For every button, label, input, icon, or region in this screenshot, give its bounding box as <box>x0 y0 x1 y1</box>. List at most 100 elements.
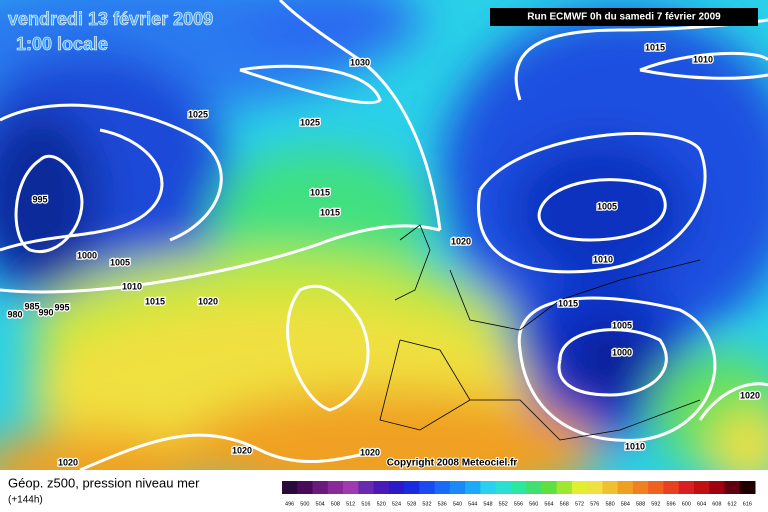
isobar-label: 1010 <box>122 281 142 291</box>
legend-swatch <box>373 481 390 494</box>
title: vendredi 13 février 2009 <box>8 9 213 29</box>
run-info: Run ECMWF 0h du samedi 7 février 2009 <box>527 12 721 23</box>
isobar-label: 1020 <box>198 296 218 306</box>
isobar-label: 1005 <box>597 201 617 211</box>
legend-swatch <box>465 481 481 494</box>
isobar-label: 1020 <box>451 236 471 246</box>
isobar-label: 1000 <box>612 347 632 357</box>
legend-swatch <box>510 481 527 494</box>
legend-label: 616 <box>743 501 752 507</box>
legend-swatch <box>571 481 588 494</box>
legend-label: 612 <box>728 501 737 507</box>
legend-label: 496 <box>285 501 294 507</box>
copyright: Copyright 2008 Meteociel.fr <box>387 458 518 469</box>
isobar-label: 1015 <box>145 296 165 306</box>
isobar-label: 1005 <box>110 257 130 267</box>
legend-label: 608 <box>712 501 721 507</box>
isobar-label: 1010 <box>625 441 645 451</box>
legend-swatch <box>724 481 741 494</box>
isobar-label: 1020 <box>58 457 78 467</box>
subtitle: 1:00 locale <box>16 34 108 54</box>
legend-label: 564 <box>544 501 553 507</box>
footer-title: Géop. z500, pression niveau mer <box>8 475 200 490</box>
legend-label: 532 <box>422 501 431 507</box>
isobar-label: 1015 <box>558 298 578 308</box>
legend-swatch <box>678 481 695 494</box>
legend-label: 516 <box>361 501 370 507</box>
legend-label: 524 <box>392 501 401 507</box>
legend-swatch <box>388 481 405 494</box>
legend-label: 540 <box>453 501 462 507</box>
legend-swatch <box>480 481 497 494</box>
isobar-label: 980 <box>7 309 22 319</box>
legend-label: 508 <box>331 501 340 507</box>
legend-swatch <box>693 481 710 494</box>
isobar-label: 1025 <box>188 109 208 119</box>
legend-swatch <box>541 481 558 494</box>
isobar-label: 1020 <box>360 447 380 457</box>
legend-swatch <box>343 481 359 494</box>
legend-label: 576 <box>590 501 599 507</box>
legend-label: 500 <box>300 501 309 507</box>
isobar-label: 1015 <box>310 187 330 197</box>
legend-label: 568 <box>560 501 569 507</box>
legend-swatch <box>526 481 542 494</box>
legend-swatch <box>327 481 344 494</box>
legend-label: 604 <box>697 501 706 507</box>
legend-label: 544 <box>468 501 477 507</box>
legend-swatch <box>602 481 619 494</box>
isobar-label: 1015 <box>645 42 665 52</box>
legend-swatch <box>312 481 329 494</box>
legend-label: 560 <box>529 501 538 507</box>
legend-label: 556 <box>514 501 523 507</box>
legend-label: 536 <box>438 501 447 507</box>
legend-swatch <box>739 481 756 494</box>
legend-swatch <box>419 481 436 494</box>
isobar-label: 1010 <box>693 54 713 64</box>
legend-label: 512 <box>346 501 355 507</box>
legend-label: 600 <box>682 501 691 507</box>
legend-swatch <box>404 481 420 494</box>
isobar-label: 990 <box>38 307 53 317</box>
isobar-label: 1025 <box>300 117 320 127</box>
legend-label: 552 <box>499 501 508 507</box>
legend-swatch <box>358 481 375 494</box>
isobar-labels: 1030101510101025102599510151015100510201… <box>6 41 761 469</box>
legend-swatch <box>663 481 680 494</box>
legend-label: 588 <box>636 501 645 507</box>
legend-swatch <box>709 481 725 494</box>
legend-label: 520 <box>377 501 386 507</box>
legend-label: 580 <box>605 501 614 507</box>
isobar-label: 1015 <box>320 207 340 217</box>
isobar-label: 1030 <box>350 57 370 67</box>
isobar-label: 995 <box>54 302 69 312</box>
isobar-label: 1020 <box>740 390 760 400</box>
legend-swatch <box>282 481 298 494</box>
legend-label: 548 <box>483 501 492 507</box>
legend-label: 592 <box>651 501 660 507</box>
legend-label: 584 <box>621 501 630 507</box>
legend-swatch <box>587 481 603 494</box>
legend-swatch <box>449 481 466 494</box>
color-legend: 496 500 504 508 512 516 520 524 528 532 536 540 544 5… <box>282 481 756 507</box>
legend-swatch <box>648 481 664 494</box>
legend-label: 572 <box>575 501 584 507</box>
legend-swatch <box>434 481 451 494</box>
isobar-label: 1000 <box>77 250 97 260</box>
legend-swatch <box>297 481 314 494</box>
isobar-label: 1005 <box>612 320 632 330</box>
isobar-label: 1020 <box>232 445 252 455</box>
footer-subtitle: (+144h) <box>8 495 43 506</box>
legend-swatch <box>495 481 512 494</box>
legend-label: 596 <box>666 501 675 507</box>
legend-swatch <box>617 481 634 494</box>
legend-label: 528 <box>407 501 416 507</box>
legend-label: 504 <box>316 501 325 507</box>
isobar-label: 985 <box>24 301 39 311</box>
isobar-label: 995 <box>32 194 47 204</box>
legend-swatch <box>556 481 573 494</box>
legend-swatch <box>632 481 649 494</box>
isobar-label: 1010 <box>593 254 613 264</box>
